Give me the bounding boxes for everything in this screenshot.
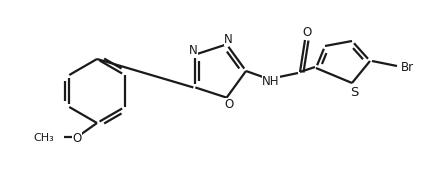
Text: Br: Br — [400, 61, 413, 74]
Text: S: S — [350, 86, 358, 99]
Text: CH₃: CH₃ — [33, 133, 54, 143]
Text: O: O — [302, 26, 312, 39]
Text: O: O — [224, 98, 233, 111]
Text: O: O — [72, 132, 82, 145]
Text: N: N — [224, 33, 233, 46]
Text: N: N — [189, 43, 198, 56]
Text: NH: NH — [262, 75, 280, 88]
